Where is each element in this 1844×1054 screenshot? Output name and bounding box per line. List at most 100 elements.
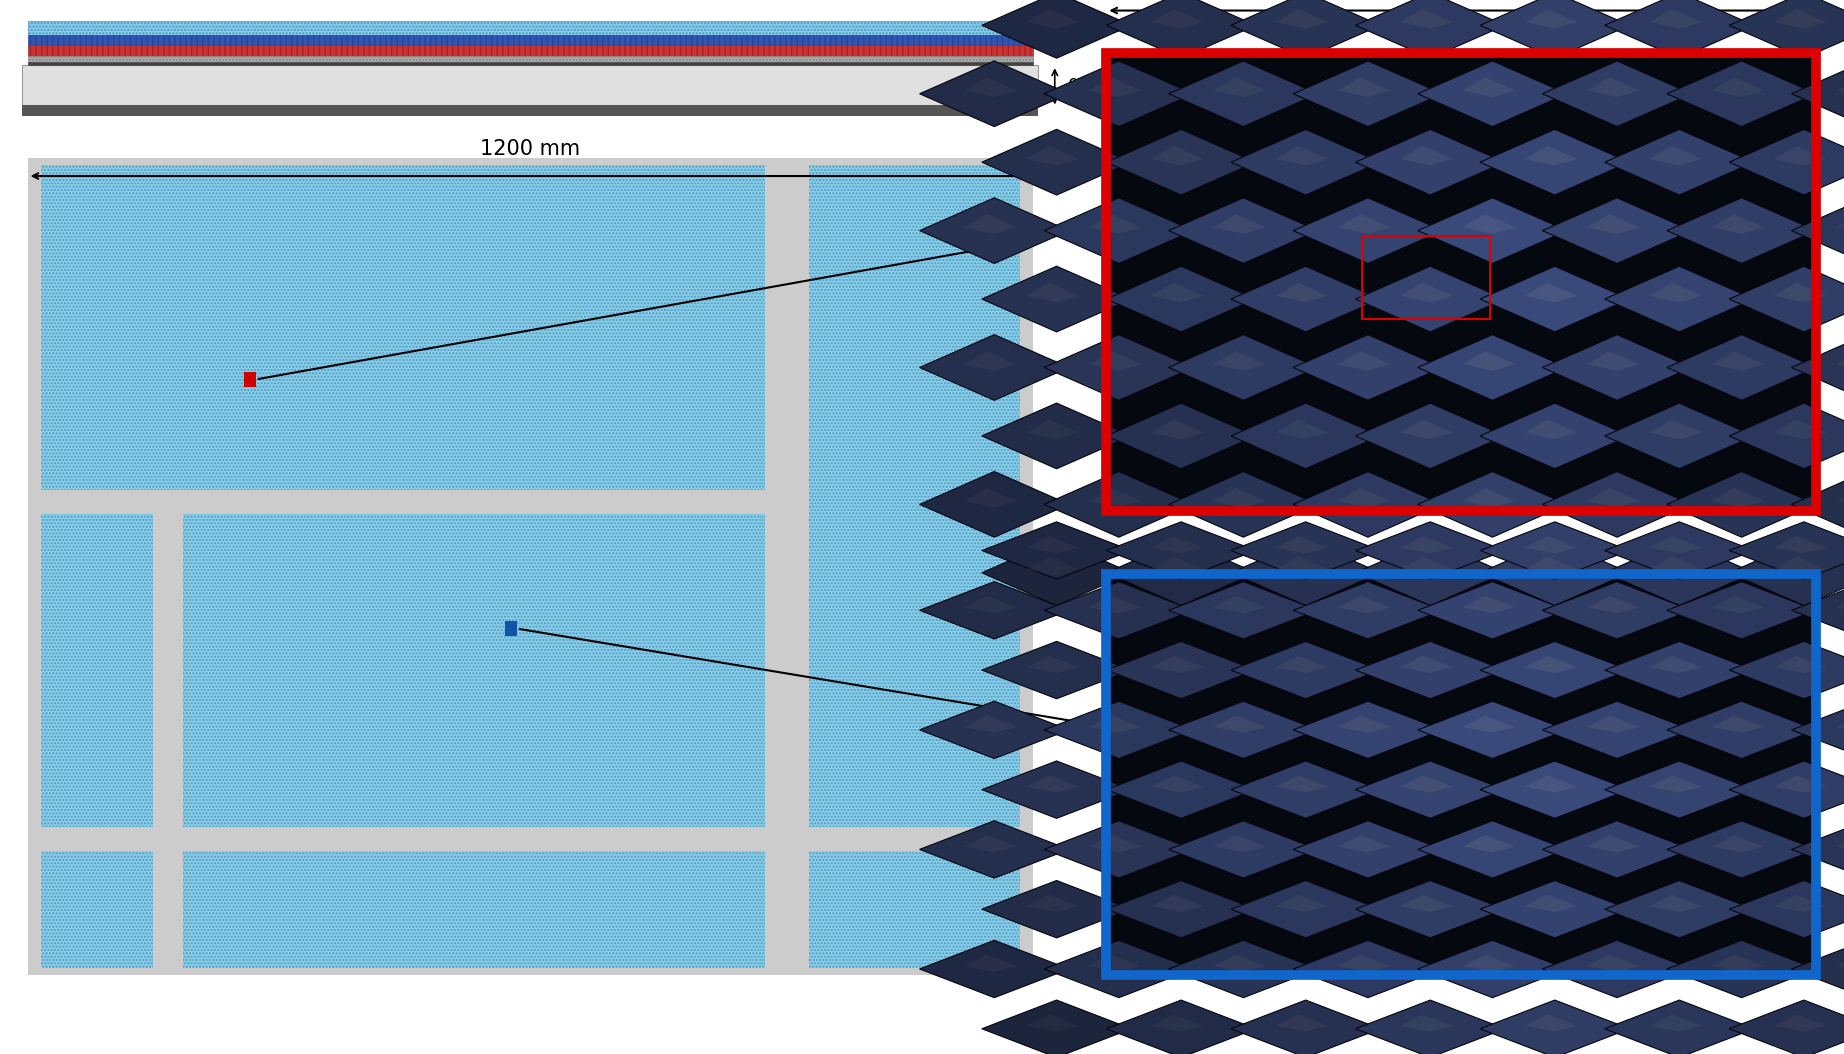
Polygon shape [1232, 0, 1381, 58]
Polygon shape [1481, 642, 1630, 699]
Polygon shape [1293, 471, 1442, 538]
Polygon shape [1355, 1000, 1505, 1054]
Polygon shape [981, 0, 1132, 58]
Polygon shape [1837, 214, 1844, 234]
Polygon shape [1730, 0, 1844, 58]
Polygon shape [1276, 536, 1328, 553]
Polygon shape [1604, 267, 1754, 332]
Polygon shape [1355, 522, 1505, 580]
Polygon shape [1090, 77, 1141, 97]
Polygon shape [964, 77, 1016, 97]
Polygon shape [981, 540, 1132, 606]
Polygon shape [1213, 955, 1265, 972]
Polygon shape [1525, 282, 1577, 302]
Polygon shape [1293, 821, 1442, 878]
Polygon shape [1791, 582, 1844, 639]
Polygon shape [1711, 835, 1765, 853]
Polygon shape [981, 880, 1132, 938]
Polygon shape [1027, 145, 1079, 165]
Polygon shape [1090, 955, 1141, 972]
Polygon shape [1481, 0, 1630, 58]
Polygon shape [1044, 821, 1193, 878]
Polygon shape [1774, 557, 1826, 577]
Polygon shape [1837, 596, 1844, 613]
Polygon shape [1525, 1014, 1577, 1032]
Polygon shape [1090, 214, 1141, 234]
Polygon shape [1649, 895, 1702, 912]
Polygon shape [1027, 536, 1079, 553]
Polygon shape [1481, 880, 1630, 938]
Polygon shape [1044, 334, 1193, 401]
Polygon shape [920, 701, 1070, 759]
Polygon shape [1774, 282, 1826, 302]
Polygon shape [1151, 282, 1204, 302]
Polygon shape [1588, 835, 1639, 853]
Polygon shape [1711, 77, 1765, 97]
Polygon shape [1213, 77, 1265, 97]
Bar [1106, 53, 1816, 511]
Bar [28, 45, 1033, 56]
Polygon shape [1730, 267, 1844, 332]
Polygon shape [981, 130, 1132, 195]
Bar [243, 372, 256, 387]
Polygon shape [1276, 776, 1328, 793]
Polygon shape [1400, 419, 1453, 440]
Polygon shape [1027, 557, 1079, 577]
Polygon shape [1232, 540, 1381, 606]
Polygon shape [1542, 198, 1691, 264]
Polygon shape [1293, 582, 1442, 639]
Polygon shape [1481, 540, 1630, 606]
Polygon shape [1044, 701, 1193, 759]
Polygon shape [1542, 471, 1691, 538]
Polygon shape [920, 940, 1070, 998]
Polygon shape [1276, 1014, 1328, 1032]
Polygon shape [1232, 522, 1381, 580]
Polygon shape [1276, 145, 1328, 165]
Polygon shape [1711, 214, 1765, 234]
Polygon shape [1293, 198, 1442, 264]
Polygon shape [1837, 351, 1844, 371]
Polygon shape [1355, 403, 1505, 469]
Polygon shape [1169, 701, 1318, 759]
Polygon shape [1604, 0, 1754, 58]
Polygon shape [920, 582, 1070, 639]
Polygon shape [1106, 880, 1256, 938]
Polygon shape [1667, 582, 1816, 639]
Polygon shape [1355, 540, 1505, 606]
Polygon shape [1106, 761, 1256, 818]
Polygon shape [1462, 835, 1516, 853]
Polygon shape [920, 821, 1070, 878]
Polygon shape [964, 955, 1016, 972]
Text: 1200 mm: 1200 mm [479, 139, 581, 159]
Polygon shape [1649, 1014, 1702, 1032]
Polygon shape [1649, 656, 1702, 672]
Polygon shape [1711, 351, 1765, 371]
Polygon shape [1276, 895, 1328, 912]
Polygon shape [1604, 522, 1754, 580]
Polygon shape [1090, 351, 1141, 371]
Polygon shape [1276, 557, 1328, 577]
Polygon shape [1542, 940, 1691, 998]
Bar [22, 65, 1038, 108]
Polygon shape [1730, 642, 1844, 699]
Polygon shape [1027, 282, 1079, 302]
Polygon shape [1418, 61, 1567, 126]
Polygon shape [1791, 334, 1844, 401]
Polygon shape [1339, 596, 1390, 613]
Bar [1106, 574, 1816, 975]
Polygon shape [1649, 145, 1702, 165]
Polygon shape [964, 835, 1016, 853]
Polygon shape [1542, 61, 1691, 126]
Polygon shape [1355, 0, 1505, 58]
Polygon shape [1837, 716, 1844, 733]
Polygon shape [1106, 0, 1256, 58]
Polygon shape [1106, 130, 1256, 195]
Polygon shape [1400, 557, 1453, 577]
Polygon shape [1293, 61, 1442, 126]
Polygon shape [1151, 1014, 1204, 1032]
Polygon shape [1400, 656, 1453, 672]
Polygon shape [1667, 821, 1816, 878]
Polygon shape [1588, 488, 1639, 508]
Polygon shape [1106, 1000, 1256, 1054]
Polygon shape [1588, 596, 1639, 613]
